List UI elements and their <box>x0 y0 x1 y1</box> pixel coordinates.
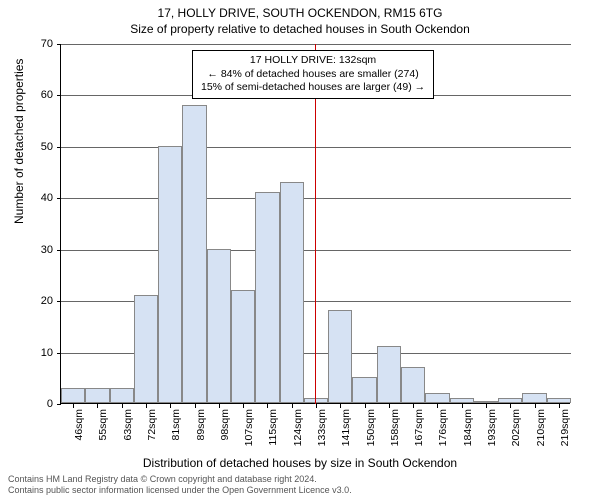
xtick-mark <box>486 404 487 408</box>
xtick-label: 72sqm <box>146 409 158 457</box>
gridline <box>61 147 571 148</box>
xtick-label: 167sqm <box>413 409 425 457</box>
xtick-label: 219sqm <box>559 409 571 457</box>
ytick-label: 60 <box>23 89 53 101</box>
histogram-bar <box>304 398 328 403</box>
histogram-bar <box>401 367 425 403</box>
annotation-line3: 15% of semi-detached houses are larger (… <box>201 81 425 95</box>
xtick-mark <box>146 404 147 408</box>
ytick-mark <box>57 353 61 354</box>
xtick-mark <box>122 404 123 408</box>
histogram-bar <box>158 146 182 403</box>
xtick-label: 176sqm <box>437 409 449 457</box>
xtick-label: 133sqm <box>316 409 328 457</box>
ytick-mark <box>57 250 61 251</box>
ytick-mark <box>57 198 61 199</box>
xtick-label: 202sqm <box>510 409 522 457</box>
xtick-label: 141sqm <box>340 409 352 457</box>
histogram-bar <box>280 182 304 403</box>
chart-title-address: 17, HOLLY DRIVE, SOUTH OCKENDON, RM15 6T… <box>0 0 600 20</box>
footer-attribution: Contains HM Land Registry data © Crown c… <box>8 474 352 496</box>
xtick-label: 81sqm <box>170 409 182 457</box>
histogram-bar <box>207 249 231 403</box>
xtick-mark <box>219 404 220 408</box>
ytick-label: 0 <box>23 398 53 410</box>
xtick-mark <box>535 404 536 408</box>
xtick-mark <box>267 404 268 408</box>
chart-area: 01020304050607046sqm55sqm63sqm72sqm81sqm… <box>60 44 570 404</box>
histogram-bar <box>61 388 85 403</box>
chart-container: 17, HOLLY DRIVE, SOUTH OCKENDON, RM15 6T… <box>0 0 600 500</box>
histogram-bar <box>522 393 546 403</box>
ytick-label: 40 <box>23 192 53 204</box>
footer-line1: Contains HM Land Registry data © Crown c… <box>8 474 352 485</box>
histogram-bar <box>498 398 522 403</box>
xtick-label: 115sqm <box>267 409 279 457</box>
xtick-mark <box>462 404 463 408</box>
xtick-mark <box>365 404 366 408</box>
xtick-label: 89sqm <box>195 409 207 457</box>
xtick-label: 107sqm <box>243 409 255 457</box>
annotation-line1: 17 HOLLY DRIVE: 132sqm <box>201 54 425 68</box>
xtick-label: 46sqm <box>73 409 85 457</box>
xtick-mark <box>170 404 171 408</box>
xtick-label: 158sqm <box>389 409 401 457</box>
histogram-bar <box>377 346 401 403</box>
annotation-line2: ← 84% of detached houses are smaller (27… <box>201 68 425 82</box>
xtick-mark <box>316 404 317 408</box>
histogram-bar <box>474 401 498 403</box>
annotation-box: 17 HOLLY DRIVE: 132sqm ← 84% of detached… <box>192 50 434 99</box>
xtick-mark <box>559 404 560 408</box>
x-axis-label: Distribution of detached houses by size … <box>0 456 600 470</box>
histogram-bar <box>450 398 474 403</box>
xtick-label: 150sqm <box>365 409 377 457</box>
histogram-bar <box>328 310 352 403</box>
xtick-mark <box>292 404 293 408</box>
xtick-mark <box>437 404 438 408</box>
ytick-mark <box>57 44 61 45</box>
ytick-mark <box>57 95 61 96</box>
xtick-mark <box>389 404 390 408</box>
footer-line2: Contains public sector information licen… <box>8 485 352 496</box>
ytick-label: 10 <box>23 347 53 359</box>
xtick-label: 98sqm <box>219 409 231 457</box>
xtick-label: 210sqm <box>535 409 547 457</box>
gridline <box>61 44 571 45</box>
histogram-bar <box>547 398 571 403</box>
histogram-bar <box>352 377 376 403</box>
xtick-label: 184sqm <box>462 409 474 457</box>
xtick-label: 63sqm <box>122 409 134 457</box>
gridline <box>61 250 571 251</box>
ytick-mark <box>57 147 61 148</box>
ytick-mark <box>57 301 61 302</box>
histogram-bar <box>425 393 449 403</box>
histogram-bar <box>134 295 158 403</box>
histogram-bar <box>110 388 134 403</box>
xtick-mark <box>195 404 196 408</box>
ytick-label: 70 <box>23 38 53 50</box>
xtick-mark <box>97 404 98 408</box>
ytick-label: 30 <box>23 244 53 256</box>
histogram-bar <box>231 290 255 403</box>
xtick-mark <box>243 404 244 408</box>
xtick-label: 55sqm <box>97 409 109 457</box>
ytick-mark <box>57 404 61 405</box>
xtick-mark <box>510 404 511 408</box>
xtick-mark <box>340 404 341 408</box>
xtick-label: 193sqm <box>486 409 498 457</box>
ytick-label: 20 <box>23 295 53 307</box>
chart-subtitle: Size of property relative to detached ho… <box>0 20 600 36</box>
xtick-mark <box>413 404 414 408</box>
xtick-label: 124sqm <box>292 409 304 457</box>
histogram-bar <box>85 388 109 403</box>
xtick-mark <box>73 404 74 408</box>
histogram-bar <box>182 105 206 403</box>
ytick-label: 50 <box>23 141 53 153</box>
gridline <box>61 198 571 199</box>
histogram-bar <box>255 192 279 403</box>
